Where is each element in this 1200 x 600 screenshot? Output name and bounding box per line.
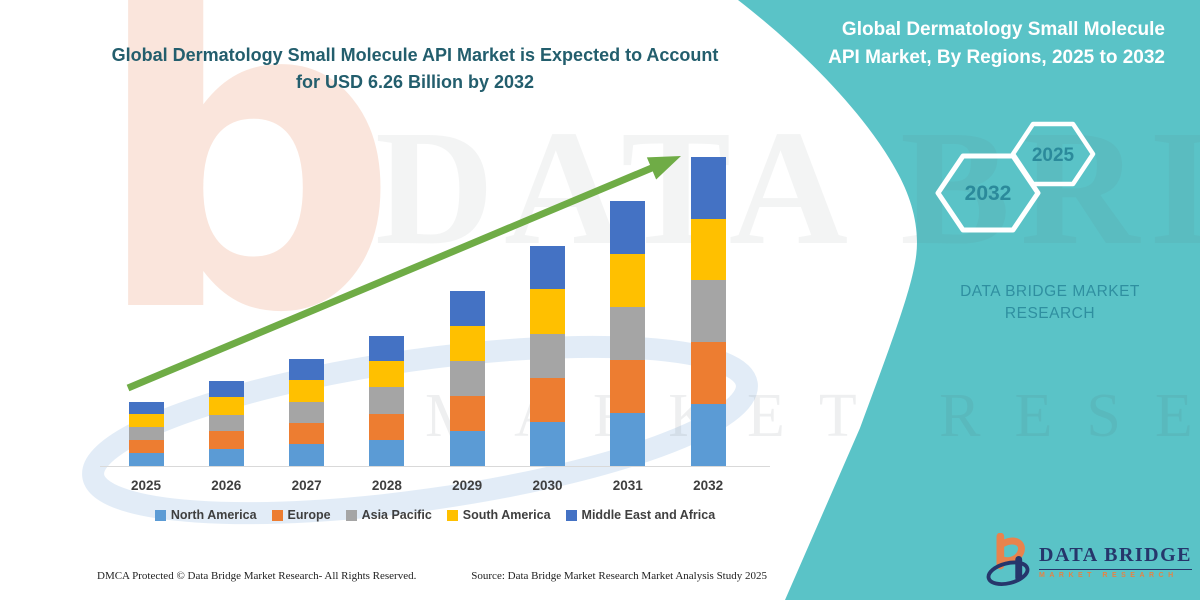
segment-asia-pacific xyxy=(530,333,565,378)
hexagon-2032-label: 2032 xyxy=(965,182,1012,205)
segment-north-america xyxy=(128,452,164,466)
legend-item-asia-pacific: Asia Pacific xyxy=(345,508,432,522)
segment-asia-pacific xyxy=(208,414,244,432)
segment-south-america xyxy=(690,218,726,281)
chart-title: Global Dermatology Small Molecule API Ma… xyxy=(111,45,719,92)
brand-text-line1: DATA BRIDGE MARKET xyxy=(960,283,1140,300)
legend-swatch-icon xyxy=(565,509,577,521)
legend-swatch-icon xyxy=(345,509,357,521)
hexagon-2032 xyxy=(935,153,1041,233)
stacked-bar-2029 xyxy=(449,290,485,466)
segment-north-america xyxy=(530,421,565,466)
segment-south-america xyxy=(289,380,325,402)
segment-europe xyxy=(128,439,164,453)
segment-europe xyxy=(369,413,405,440)
segment-north-america xyxy=(690,403,726,466)
legend-label: South America xyxy=(462,508,551,522)
segment-middle-east-and-africa xyxy=(369,335,405,362)
segment-middle-east-and-africa xyxy=(449,290,485,326)
segment-north-america xyxy=(610,412,646,466)
trend-arrow xyxy=(126,156,681,392)
stacked-bar-2027 xyxy=(289,359,325,466)
segment-south-america xyxy=(530,289,565,334)
segment-middle-east-and-africa xyxy=(128,401,164,415)
x-axis-label-2029: 2029 xyxy=(452,478,483,493)
legend-label: Middle East and Africa xyxy=(581,508,716,522)
hexagon-2025-label: 2025 xyxy=(1032,145,1075,166)
stacked-bar-2025 xyxy=(128,401,164,466)
hexagon-2025 xyxy=(1010,121,1096,187)
segment-middle-east-and-africa xyxy=(208,380,244,398)
source-text: Source: Data Bridge Market Research Mark… xyxy=(471,570,767,582)
segment-north-america xyxy=(449,430,485,466)
legend-item-europe: Europe xyxy=(271,508,331,522)
segment-asia-pacific xyxy=(690,280,726,343)
segment-europe xyxy=(208,431,244,449)
segment-south-america xyxy=(369,361,405,388)
segment-north-america xyxy=(289,444,325,466)
stacked-bar-2030 xyxy=(530,245,565,466)
panel-title: Global Dermatology Small Molecule API Ma… xyxy=(828,19,1165,68)
segment-south-america xyxy=(208,397,244,415)
segment-asia-pacific xyxy=(610,307,646,360)
segment-north-america xyxy=(369,439,405,466)
stacked-bar-2031 xyxy=(610,201,646,466)
segment-europe xyxy=(690,342,726,404)
data-bridge-logo: DATA BRIDGE MARKET RESEARCH xyxy=(985,533,1193,589)
segment-south-america xyxy=(449,325,485,361)
x-axis-label-2028: 2028 xyxy=(371,478,402,493)
segment-middle-east-and-africa xyxy=(289,359,325,381)
legend-item-middle-east-and-africa: Middle East and Africa xyxy=(565,508,716,522)
segment-europe xyxy=(530,377,565,422)
legend-label: North America xyxy=(170,508,257,522)
brand-text-line2: RESEARCH xyxy=(1004,305,1096,323)
legend-label: Europe xyxy=(287,508,331,522)
segment-europe xyxy=(610,359,646,413)
segment-asia-pacific xyxy=(128,427,164,440)
segment-europe xyxy=(449,395,485,431)
stacked-bar-2028 xyxy=(369,335,405,466)
legend-label: Asia Pacific xyxy=(361,508,432,522)
legend-swatch-icon xyxy=(446,509,458,521)
x-axis-label-2031: 2031 xyxy=(612,478,643,493)
x-axis-label-2025: 2025 xyxy=(130,478,162,493)
x-axis-label-2026: 2026 xyxy=(211,478,242,493)
x-axis-label-2027: 2027 xyxy=(291,478,322,493)
legend-item-south-america: South America xyxy=(446,508,551,522)
segment-middle-east-and-africa xyxy=(690,157,726,219)
year-hexagons: 2032 2025 xyxy=(935,121,1096,233)
segment-asia-pacific xyxy=(369,387,405,414)
stacked-bar-2026 xyxy=(208,380,244,466)
dmca-text: DMCA Protected © Data Bridge Market Rese… xyxy=(97,570,417,582)
segment-south-america xyxy=(610,253,646,308)
logo-b-icon xyxy=(986,533,1030,586)
x-axis-label-2032: 2032 xyxy=(693,478,724,493)
segment-middle-east-and-africa xyxy=(530,245,565,290)
footer: DMCA Protected © Data Bridge Market Rese… xyxy=(97,570,767,582)
logo-wordmark: DATA BRIDGE xyxy=(1039,544,1193,570)
segment-europe xyxy=(289,423,325,445)
segment-north-america xyxy=(208,448,244,466)
segment-asia-pacific xyxy=(449,360,485,396)
x-axis-label-2030: 2030 xyxy=(532,478,563,493)
segment-south-america xyxy=(128,414,164,428)
chart-legend: North America Europe Asia Pacific South Ame… xyxy=(100,508,770,522)
legend-swatch-icon xyxy=(154,509,166,521)
segment-asia-pacific xyxy=(289,401,325,424)
logo-subtext: MARKET RESEARCH xyxy=(1039,571,1178,579)
stacked-bar-chart: 2025 2026 2027 2028 2029 2030 2031 2032 xyxy=(100,140,770,493)
brand-text: DATA BRIDGE MARKET RESEARCH xyxy=(915,281,1185,326)
segment-middle-east-and-africa xyxy=(610,201,646,254)
legend-item-north-america: North America xyxy=(154,508,257,522)
legend-swatch-icon xyxy=(271,509,283,521)
stacked-bar-2032 xyxy=(690,157,726,466)
